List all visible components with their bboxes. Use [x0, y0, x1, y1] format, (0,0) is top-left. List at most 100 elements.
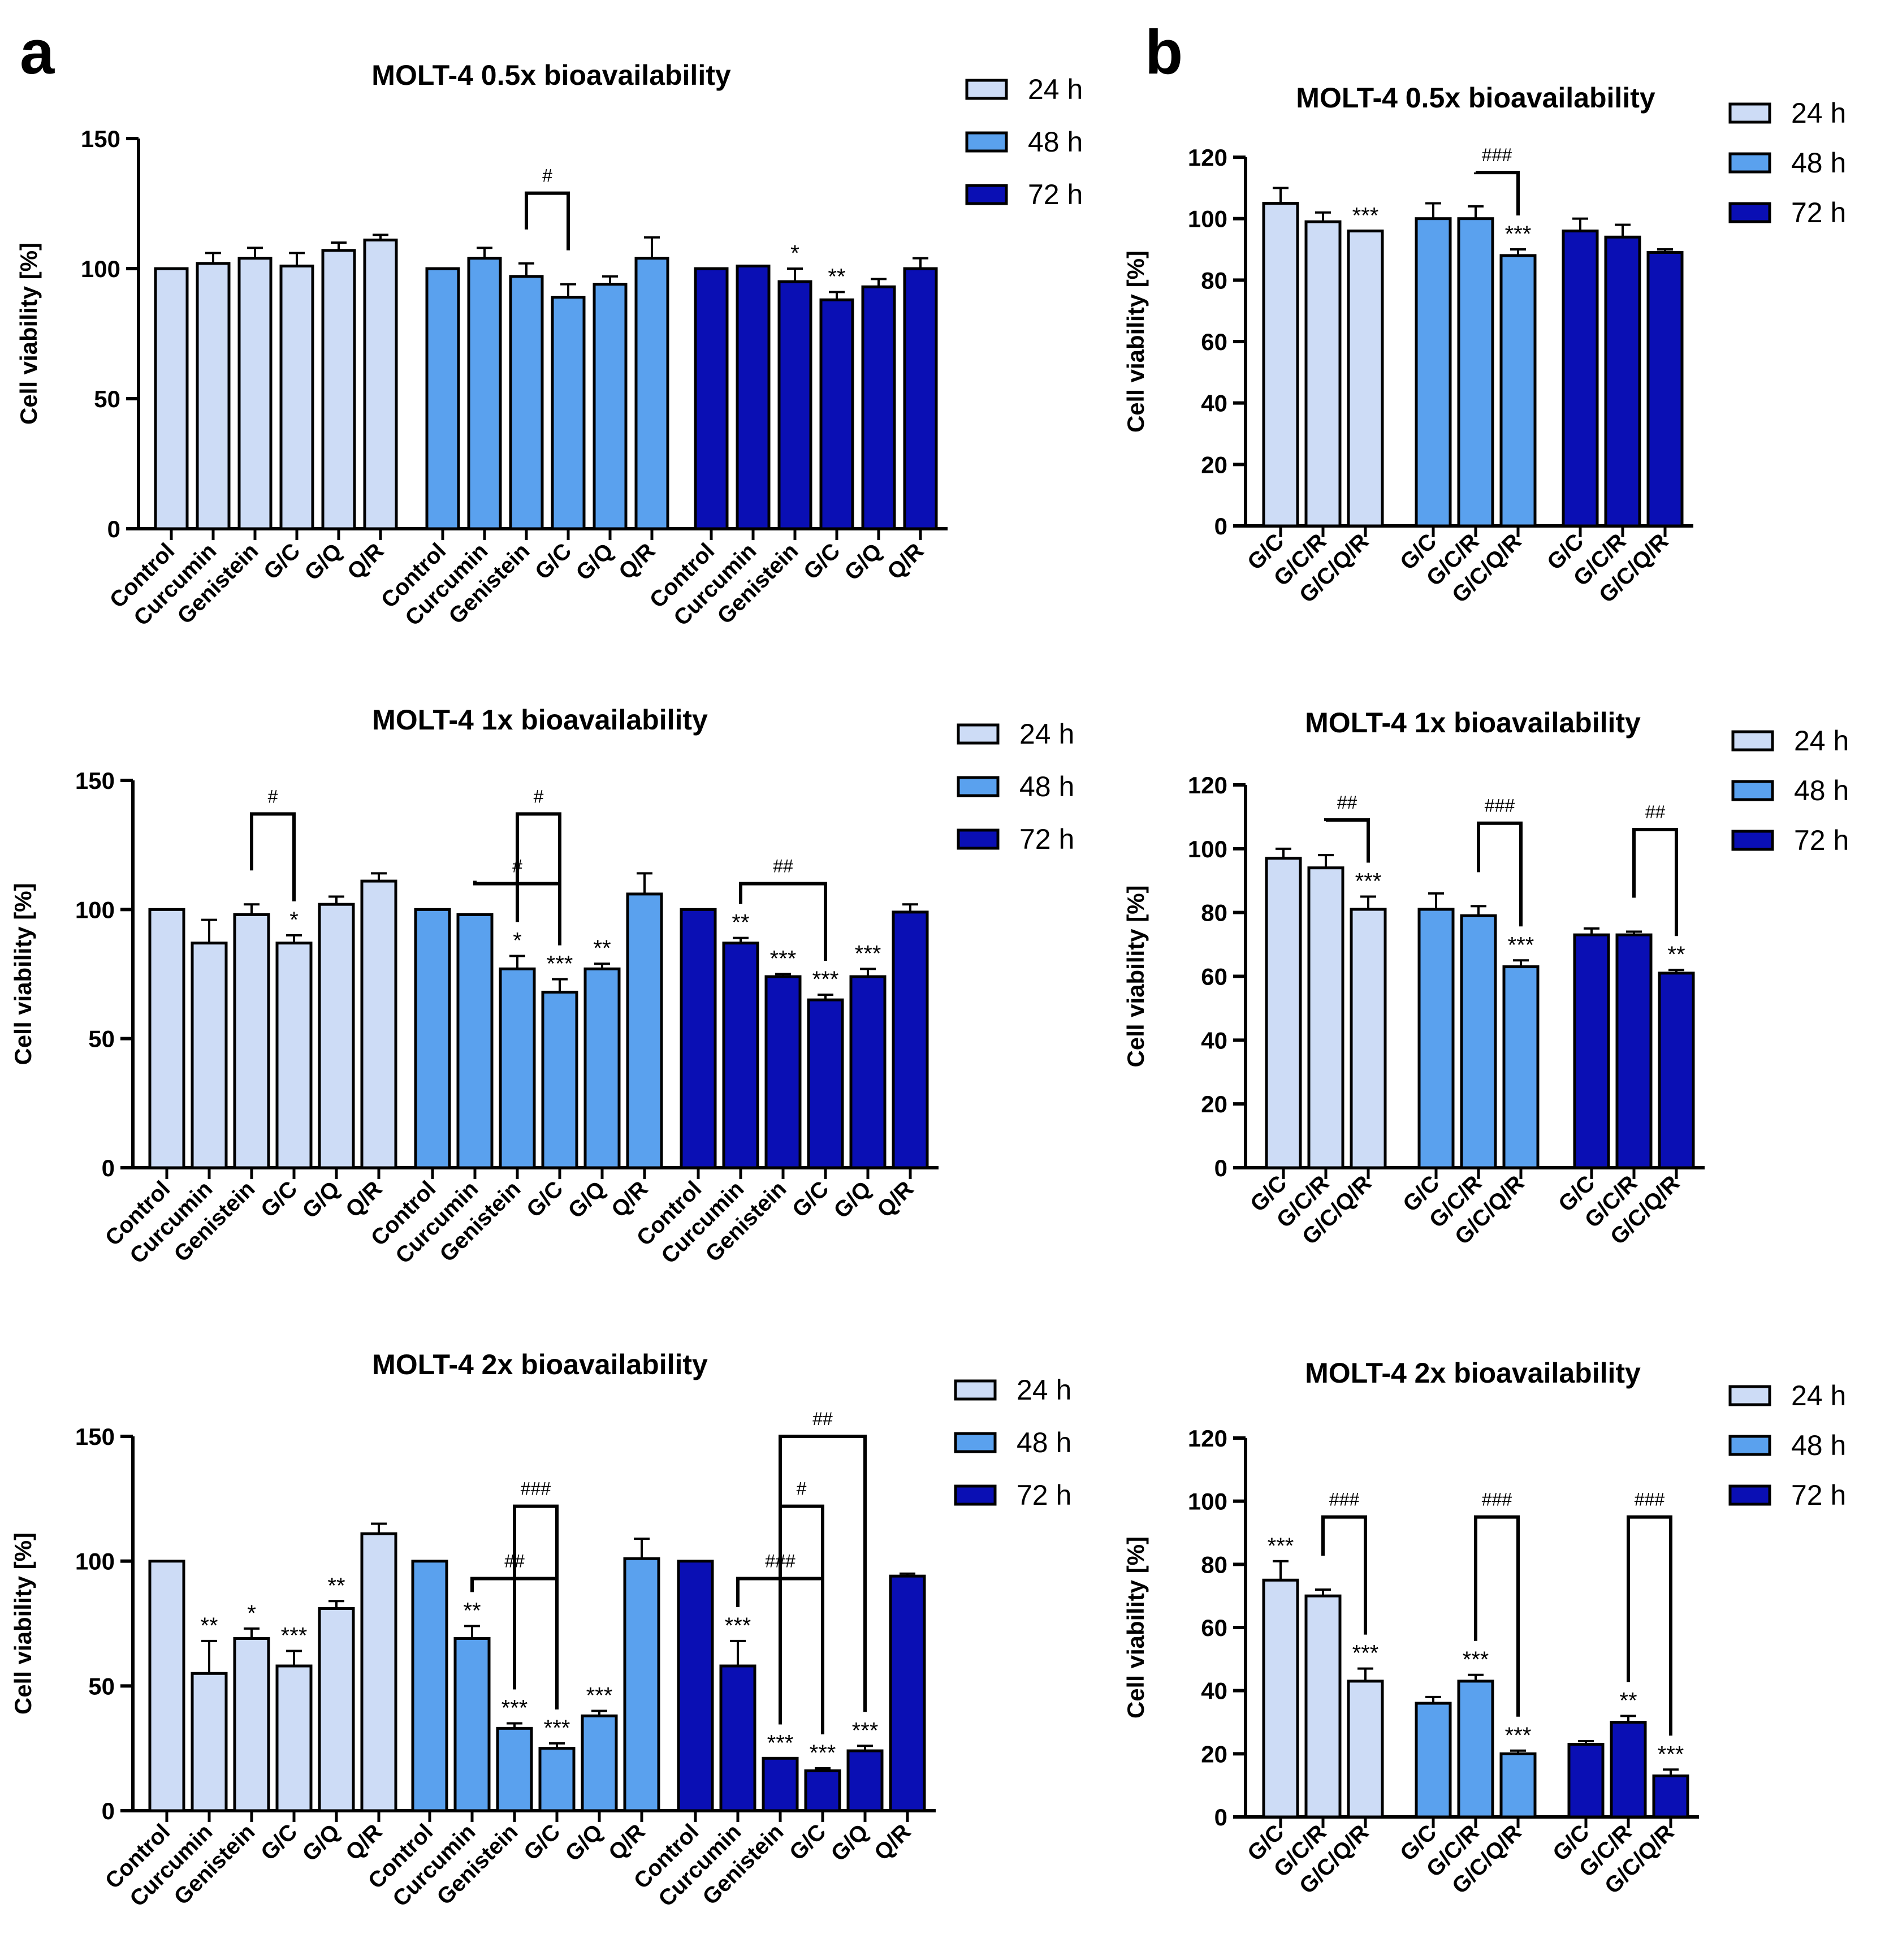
chart-1: MOLT-4 1x bioavailability Cell viability … — [10, 704, 1074, 1268]
bar — [509, 275, 544, 530]
y-tick-label: 150 — [81, 126, 120, 152]
legend-swatch — [1728, 102, 1771, 124]
bar — [318, 1607, 355, 1812]
legend-label: 48 h — [1791, 147, 1846, 179]
bar — [154, 267, 189, 530]
legend-label: 48 h — [1791, 1430, 1846, 1461]
legend-label: 24 h — [1017, 1374, 1071, 1406]
comparison-label: ## — [773, 856, 793, 877]
x-tick-label: G/C — [519, 1819, 565, 1865]
legend-swatch — [1728, 152, 1771, 174]
x-tick-label: G/Q — [560, 1819, 607, 1866]
y-tick-label: 100 — [1188, 206, 1227, 232]
legend-label: 48 h — [1017, 1427, 1071, 1458]
bar — [1567, 1743, 1605, 1819]
chart-title: MOLT-4 0.5x bioavailability — [371, 59, 731, 91]
bar — [496, 1726, 533, 1812]
bar — [1304, 1594, 1342, 1819]
bar — [623, 1557, 660, 1812]
significance-mark: *** — [1352, 1641, 1379, 1666]
legend-swatch — [1731, 780, 1774, 801]
bar — [541, 990, 578, 1169]
bar — [1652, 1774, 1689, 1819]
legend-swatch — [954, 1379, 997, 1401]
bar — [764, 975, 802, 1169]
comparison-bracket — [1474, 171, 1520, 215]
legend-label: 24 h — [1019, 718, 1074, 750]
x-tick-label: Q/R — [872, 1176, 918, 1222]
significance-mark: *** — [547, 952, 573, 977]
bar — [1347, 1680, 1384, 1819]
comparison-bracket — [513, 1504, 559, 1709]
comparison-bracket — [470, 1577, 559, 1709]
bar — [275, 1664, 313, 1812]
y-tick-label: 50 — [94, 386, 120, 412]
significance-mark: *** — [855, 941, 881, 966]
comparison-bracket — [779, 1435, 867, 1725]
x-tick-label: G/C — [788, 1176, 833, 1222]
bar — [846, 1749, 884, 1812]
charts: MOLT-4 0.5x bioavailability Cell viabilit… — [10, 59, 1849, 1911]
panel-label-a: a — [20, 18, 55, 87]
bar — [456, 913, 494, 1169]
y-axis-label: Cell viability [%] — [10, 883, 36, 1065]
legend-label: 72 h — [1028, 179, 1083, 210]
y-tick-label: 20 — [1201, 451, 1227, 478]
significance-mark: *** — [725, 1613, 751, 1638]
bar — [1415, 217, 1452, 528]
bar — [1457, 1680, 1494, 1819]
y-tick-label: 150 — [75, 1423, 115, 1450]
bar — [1350, 908, 1387, 1169]
x-tick-label: Q/R — [604, 1819, 650, 1865]
y-tick-label: 150 — [75, 767, 115, 794]
significance-mark: *** — [501, 1696, 528, 1721]
bar — [360, 879, 397, 1169]
legend-swatch — [1731, 730, 1774, 752]
bar — [1499, 254, 1537, 528]
bar — [719, 1664, 756, 1812]
significance-mark: *** — [1355, 869, 1382, 893]
bar — [1502, 965, 1540, 1169]
bar — [191, 1672, 228, 1812]
significance-mark: ** — [1619, 1688, 1637, 1713]
bar — [804, 1769, 841, 1812]
bar — [1304, 220, 1342, 528]
x-tick-label: Q/R — [883, 538, 928, 584]
bar — [233, 913, 270, 1169]
comparison-label: ## — [1645, 802, 1666, 822]
y-axis-label: Cell viability [%] — [1122, 1536, 1149, 1719]
significance-mark: *** — [1352, 203, 1379, 228]
bar — [849, 975, 887, 1169]
y-tick-label: 60 — [1201, 964, 1227, 990]
y-tick-label: 80 — [1201, 1551, 1227, 1578]
bar — [1347, 229, 1384, 528]
x-tick-label: G/Q — [829, 1176, 876, 1223]
comparison-bracket — [473, 880, 561, 946]
y-tick-label: 20 — [1201, 1741, 1227, 1767]
legend-swatch — [1728, 1484, 1771, 1506]
bar — [694, 267, 729, 530]
bar — [722, 942, 759, 1169]
comparison-label: ## — [504, 1551, 525, 1572]
legend-label: 72 h — [1017, 1479, 1071, 1511]
chart-0: MOLT-4 0.5x bioavailability Cell viabilit… — [15, 59, 1083, 631]
significance-mark: *** — [1508, 932, 1534, 957]
legend-label: 48 h — [1019, 771, 1074, 802]
bar — [680, 908, 717, 1169]
bar — [551, 296, 586, 530]
legend-label: 48 h — [1794, 775, 1849, 806]
legend-label: 24 h — [1791, 97, 1846, 129]
x-tick-label: G/Q — [297, 1176, 344, 1223]
significance-mark: *** — [586, 1683, 613, 1708]
y-tick-label: 40 — [1201, 390, 1227, 417]
x-tick-label: G/C — [256, 1819, 302, 1865]
comparison-label: # — [534, 786, 544, 806]
bar — [538, 1747, 576, 1812]
legend-swatch — [965, 131, 1008, 153]
chart-title: MOLT-4 1x bioavailability — [372, 704, 708, 736]
significance-mark: ** — [200, 1613, 218, 1638]
legend-label: 24 h — [1794, 725, 1849, 757]
chart-4: MOLT-4 1x bioavailability Cell viability … — [1122, 707, 1849, 1250]
y-tick-label: 60 — [1201, 1614, 1227, 1641]
